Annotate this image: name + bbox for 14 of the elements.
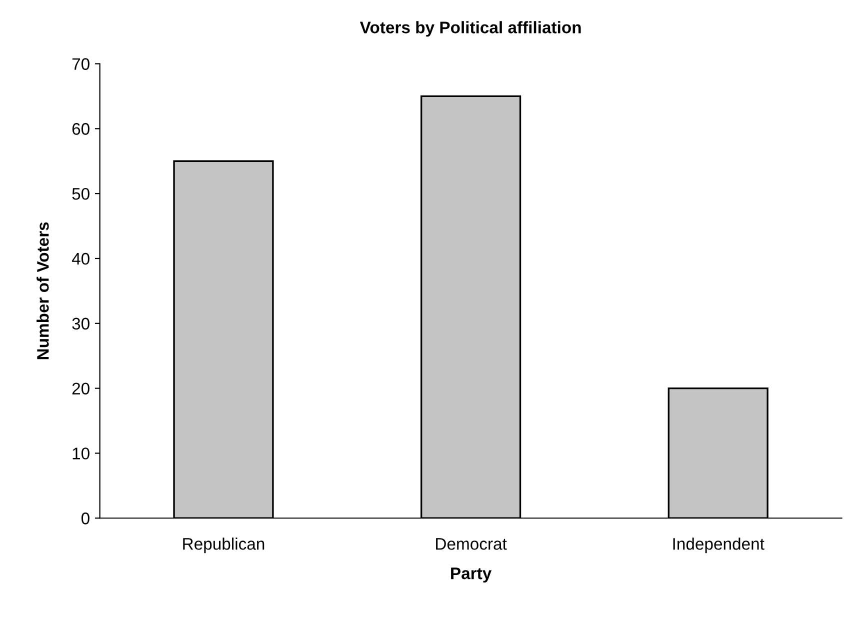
- x-axis-title: Party: [451, 568, 492, 583]
- y-tick-label: 0: [81, 512, 90, 524]
- x-tick-label: Democrat: [436, 538, 507, 550]
- y-tick-label: 50: [72, 188, 90, 200]
- chart-title: Voters by Political affiliation: [360, 21, 581, 37]
- y-tick-label: 60: [72, 123, 90, 135]
- y-axis-title: Number of Voters: [36, 222, 49, 360]
- y-tick-label: 30: [72, 318, 90, 330]
- y-tick-label: 10: [72, 448, 90, 460]
- y-tick-label: 20: [72, 382, 90, 395]
- y-tick-label: 40: [72, 252, 90, 265]
- x-tick-label: Republican: [183, 538, 264, 554]
- y-tick-label: 70: [72, 58, 90, 70]
- x-tick-label: Independent: [673, 538, 764, 554]
